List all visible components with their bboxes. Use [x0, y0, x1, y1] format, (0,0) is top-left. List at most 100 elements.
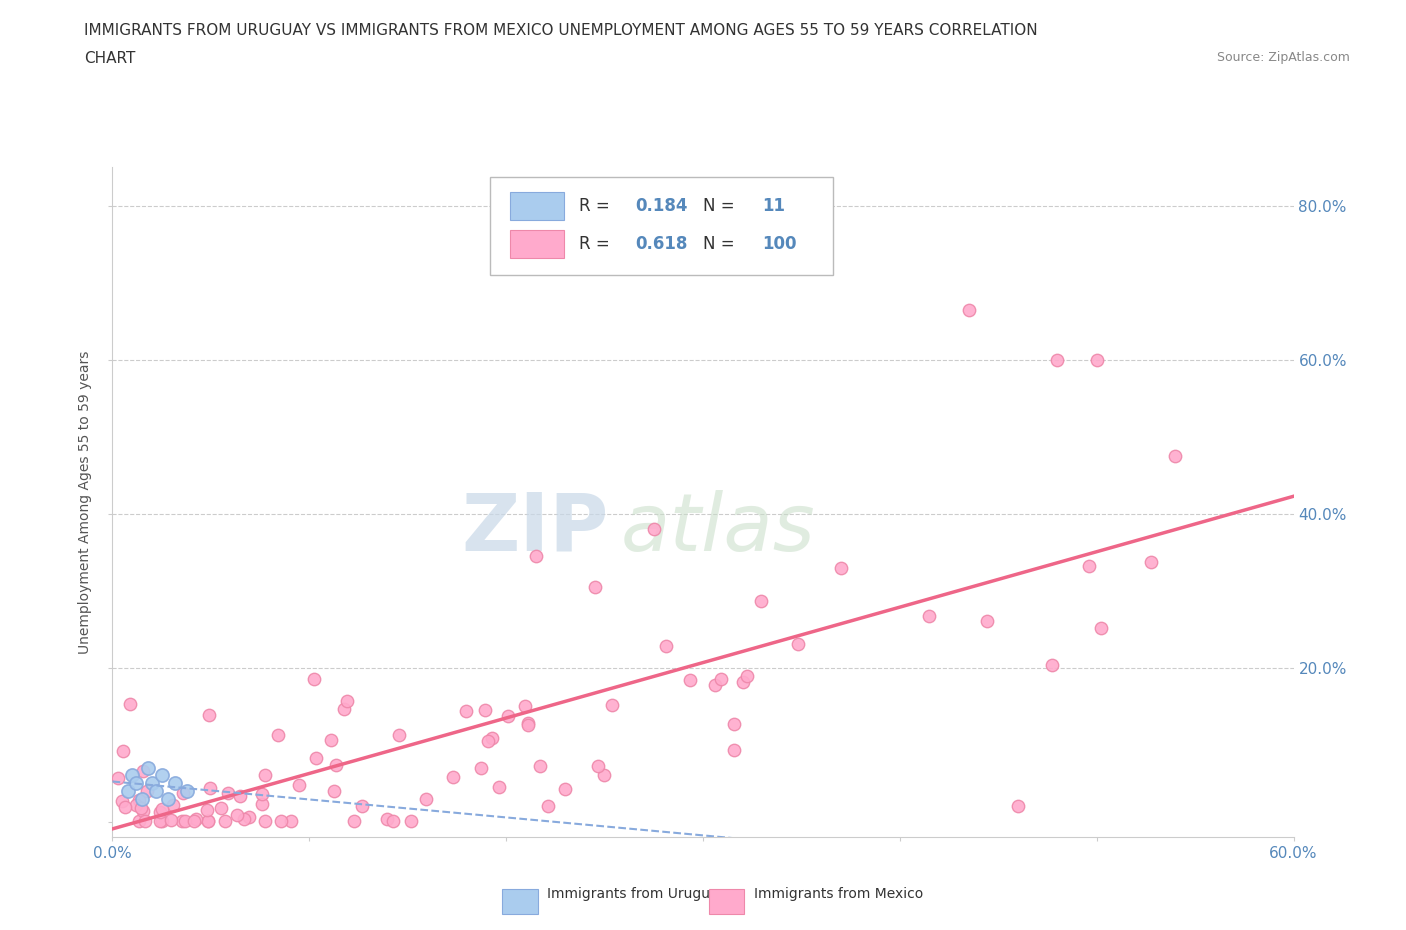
Text: Immigrants from Mexico: Immigrants from Mexico [754, 887, 922, 901]
Point [470, 761, 492, 776]
Text: Immigrants from Uruguay: Immigrants from Uruguay [547, 887, 727, 901]
Point [710, 672, 733, 687]
Point [107, 771, 129, 786]
Point [319, 732, 342, 747]
Point [232, 811, 254, 826]
Point [302, 671, 325, 686]
Point [586, 759, 609, 774]
Point [415, 791, 437, 806]
Point [481, 731, 503, 746]
FancyBboxPatch shape [502, 888, 537, 914]
Point [600, 698, 623, 712]
Point [343, 814, 366, 829]
Point [488, 780, 510, 795]
Point [679, 672, 702, 687]
Point [209, 801, 232, 816]
Point [270, 814, 292, 829]
Point [305, 751, 328, 765]
Point [125, 776, 148, 790]
Point [517, 717, 540, 732]
Point [731, 675, 754, 690]
Point [136, 761, 159, 776]
Text: N =: N = [703, 235, 740, 253]
Point [176, 783, 198, 798]
Point [111, 793, 134, 808]
Point [128, 792, 150, 807]
Point [121, 768, 143, 783]
Point [350, 799, 373, 814]
Point [280, 814, 302, 829]
Text: atlas: atlas [620, 490, 815, 568]
Point [517, 716, 540, 731]
Text: Source: ZipAtlas.com: Source: ZipAtlas.com [1216, 51, 1350, 64]
Point [160, 813, 183, 828]
Point [197, 814, 219, 829]
Point [125, 797, 148, 812]
Point [114, 800, 136, 815]
Point [112, 744, 135, 759]
Point [513, 698, 536, 713]
Point [1139, 554, 1161, 569]
Point [537, 798, 560, 813]
Point [375, 811, 398, 826]
Point [529, 759, 551, 774]
Point [156, 791, 179, 806]
FancyBboxPatch shape [709, 888, 744, 914]
Point [229, 789, 252, 804]
Point [132, 764, 155, 778]
Point [117, 783, 139, 798]
Point [198, 707, 221, 722]
Point [150, 814, 173, 829]
Point [381, 814, 404, 829]
Point [957, 302, 980, 317]
Point [165, 776, 187, 790]
FancyBboxPatch shape [491, 178, 832, 274]
Text: 0.184: 0.184 [636, 197, 688, 215]
Point [128, 814, 150, 829]
Point [703, 678, 725, 693]
Point [1164, 448, 1187, 463]
Point [454, 703, 477, 718]
Point [786, 636, 808, 651]
Point [325, 757, 347, 772]
Point [132, 804, 155, 818]
Point [162, 798, 184, 813]
Point [336, 694, 359, 709]
Point [136, 783, 159, 798]
Point [183, 814, 205, 829]
FancyBboxPatch shape [510, 231, 564, 259]
Point [749, 593, 772, 608]
Y-axis label: Unemployment Among Ages 55 to 59 years: Unemployment Among Ages 55 to 59 years [79, 351, 93, 654]
Point [1077, 558, 1099, 573]
Point [225, 808, 247, 823]
Point [149, 804, 172, 819]
Point [441, 770, 464, 785]
Point [477, 733, 499, 748]
Point [198, 780, 221, 795]
Point [496, 708, 519, 723]
Point [723, 742, 745, 757]
Point [474, 702, 496, 717]
Point [145, 783, 167, 798]
Point [592, 767, 614, 782]
Point [252, 797, 274, 812]
Text: IMMIGRANTS FROM URUGUAY VS IMMIGRANTS FROM MEXICO UNEMPLOYMENT AMONG AGES 55 TO : IMMIGRANTS FROM URUGUAY VS IMMIGRANTS FR… [84, 23, 1038, 38]
Point [118, 697, 141, 711]
Point [1090, 620, 1112, 635]
Point [399, 814, 422, 829]
Point [129, 800, 152, 815]
Point [197, 814, 219, 829]
Point [172, 786, 194, 801]
Point [1007, 799, 1029, 814]
Point [250, 787, 273, 802]
Point [524, 549, 547, 564]
Point [735, 669, 758, 684]
Point [830, 560, 852, 575]
Text: ZIP: ZIP [461, 490, 609, 568]
Text: N =: N = [703, 197, 740, 215]
Point [149, 814, 172, 829]
Point [332, 701, 354, 716]
FancyBboxPatch shape [510, 193, 564, 220]
Point [170, 814, 193, 829]
Point [976, 614, 998, 629]
